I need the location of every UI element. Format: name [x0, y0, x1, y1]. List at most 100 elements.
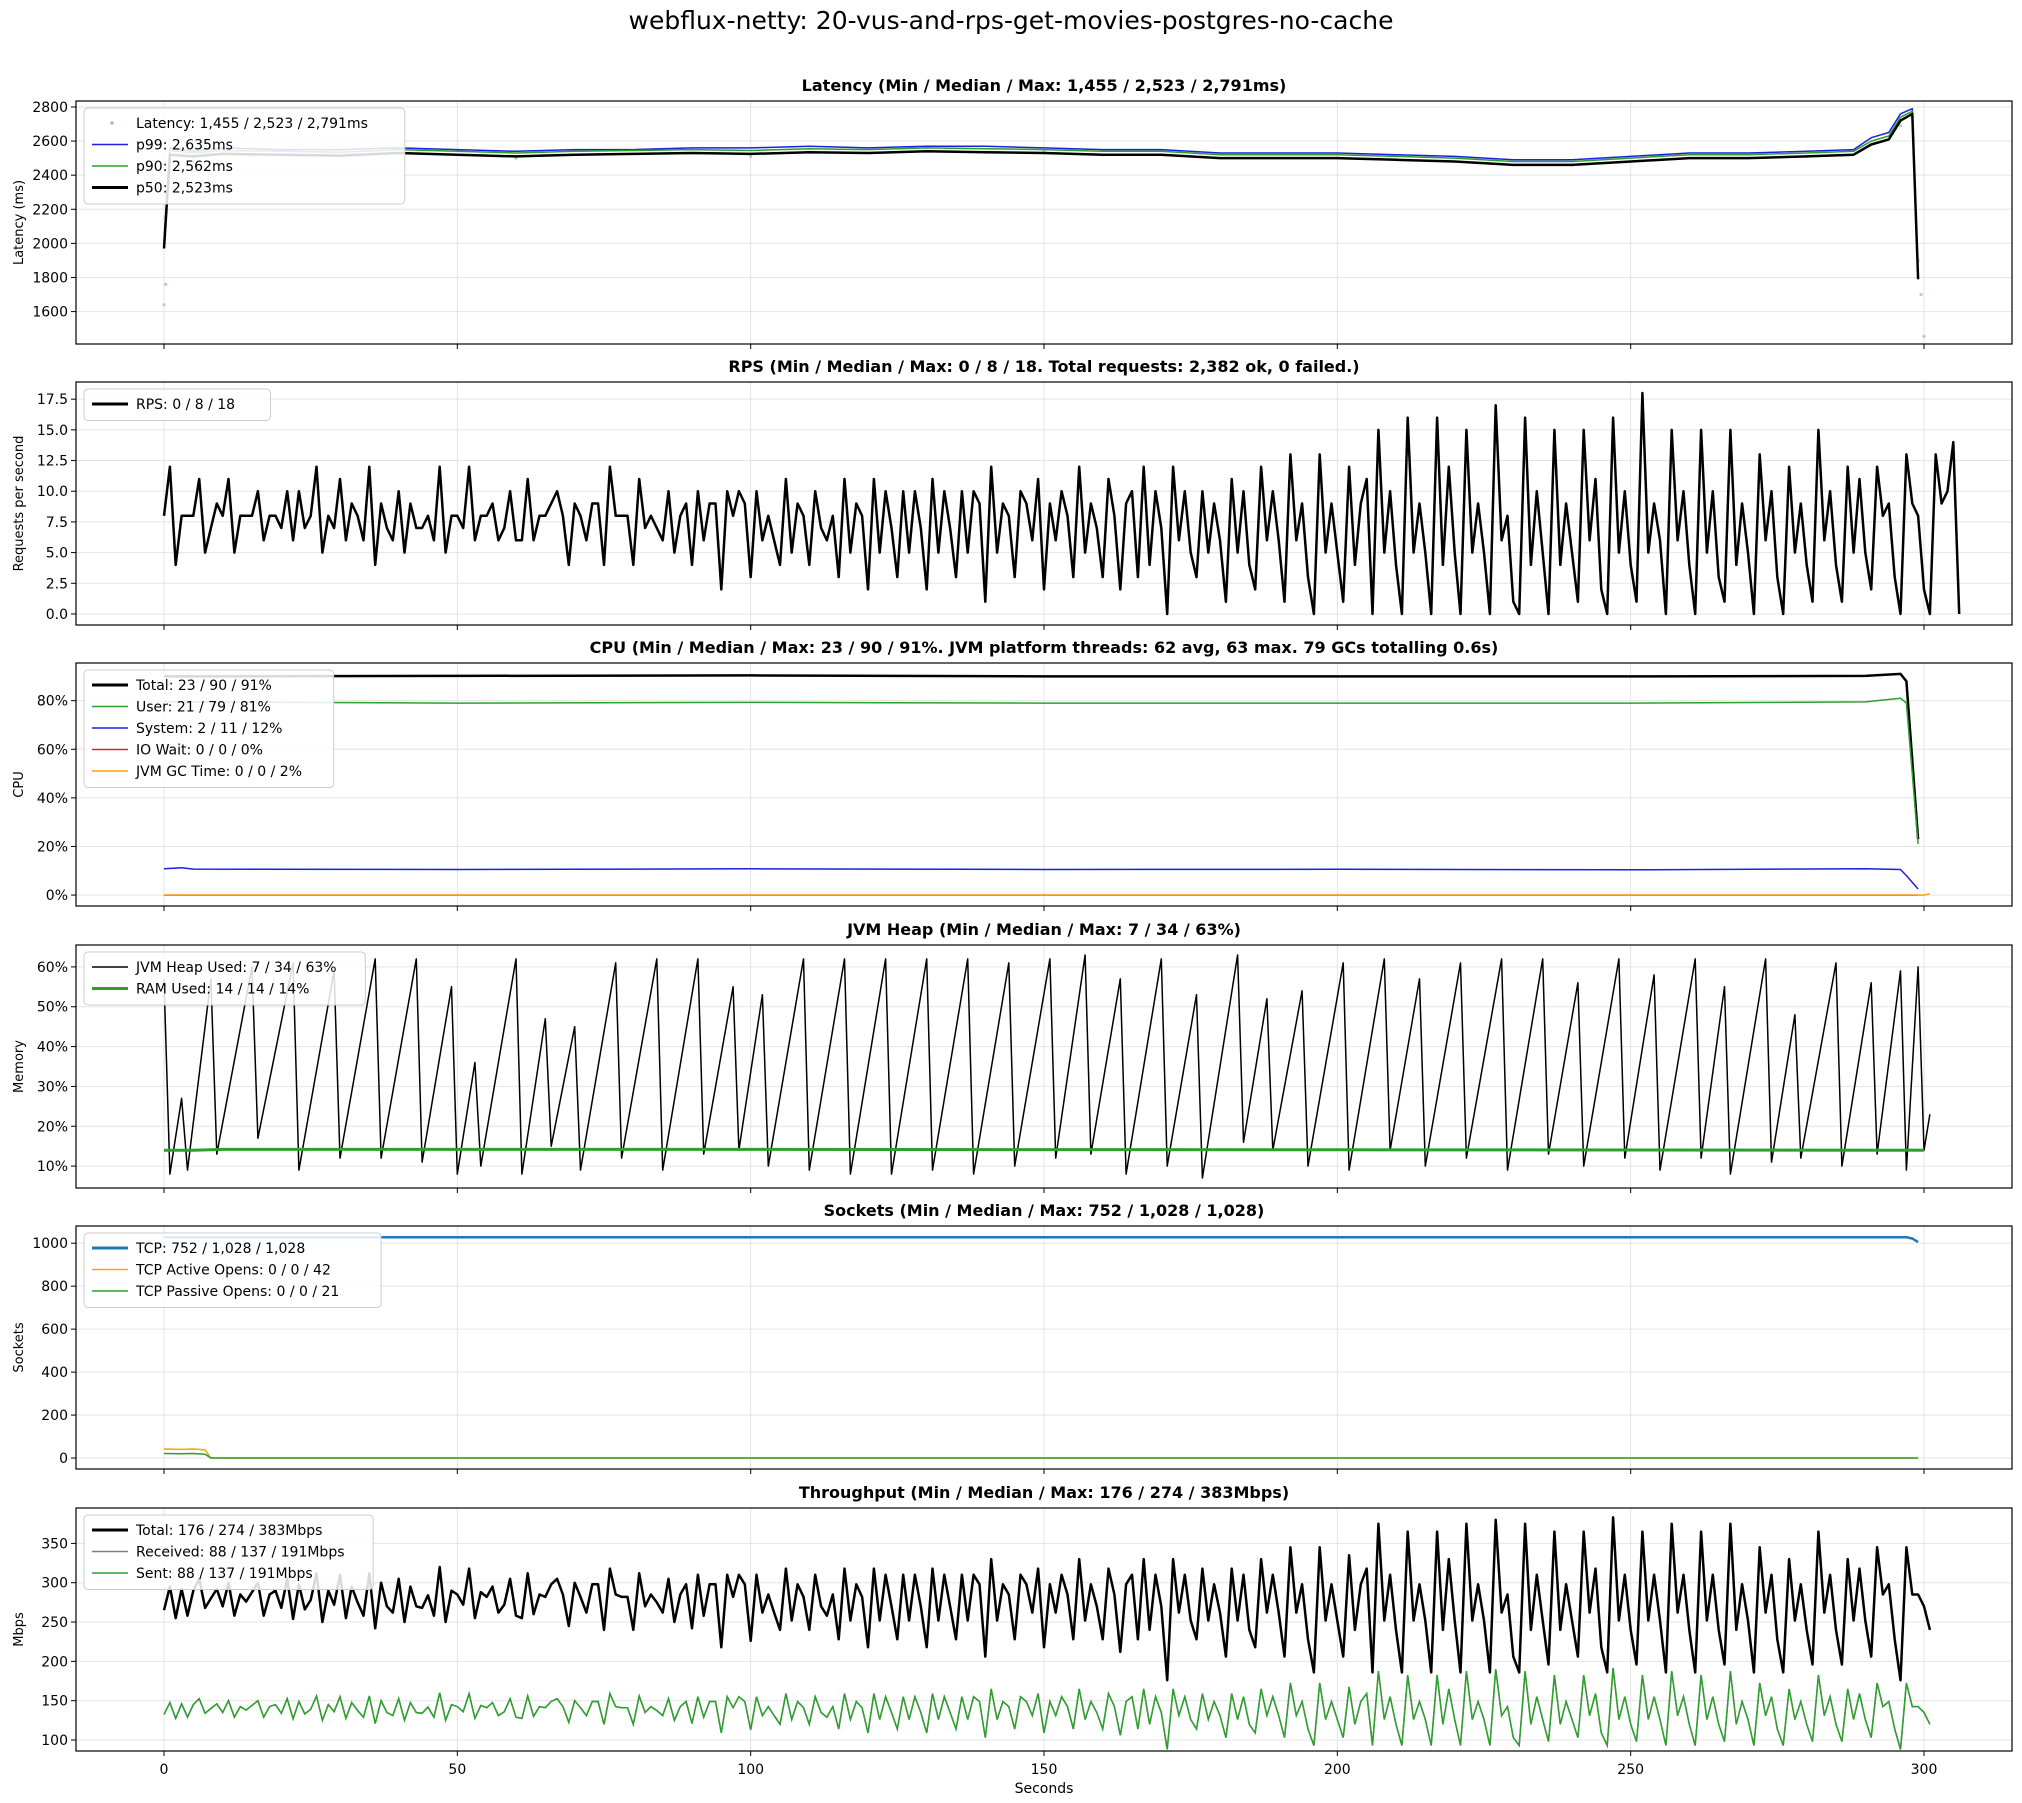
y-tick-label: 2200	[32, 202, 68, 218]
y-tick-label: 600	[41, 1322, 68, 1338]
series-group	[162, 391, 1961, 616]
y-tick-label: 2600	[32, 134, 68, 150]
y-tick-label: 0%	[46, 888, 68, 904]
series-group	[163, 1235, 1919, 1459]
x-tick-label: 150	[1031, 1762, 1058, 1778]
x-tick-label: 50	[448, 1762, 466, 1778]
y-tick-label: 20%	[37, 839, 68, 855]
chart-panel-sockets: 0 200 400 600 800 1000 Sockets (Min / Median /…	[12, 1201, 2013, 1474]
series-group	[163, 672, 1931, 896]
legend-label: Sent: 88 / 137 / 191Mbps	[136, 1566, 313, 1582]
legend-label: p50: 2,523ms	[136, 181, 233, 197]
y-tick-label: 1600	[32, 305, 68, 321]
y-tick-label: 20%	[37, 1119, 68, 1135]
y-tick-label: 200	[41, 1654, 68, 1670]
legend-label: Total: 23 / 90 / 91%	[135, 678, 272, 694]
y-tick-label: 1800	[32, 270, 68, 286]
series-line-user	[163, 697, 1919, 845]
series-line-tcp-active-opens	[163, 1448, 1919, 1459]
series-line-jvm-gc-time	[164, 893, 1931, 896]
x-axis-label: Seconds	[1015, 1781, 1074, 1797]
y-tick-label: 40%	[37, 791, 68, 807]
series-group	[163, 954, 1931, 1179]
legend-box	[83, 107, 406, 205]
y-tick-label: 17.5	[37, 392, 68, 408]
legend-label: System: 2 / 11 / 12%	[136, 721, 282, 737]
y-tick-label: 100	[41, 1733, 68, 1749]
legend-box	[83, 951, 366, 1006]
legend-label: User: 21 / 79 / 81%	[136, 700, 271, 716]
chart-panel-throughput: 100 150 200 250 300 350 Throughput (Min / Medi…	[12, 1483, 2013, 1797]
y-tick-label: 0.0	[46, 607, 68, 623]
series-group	[162, 1516, 1932, 1750]
series-line-tcp-passive-opens	[163, 1452, 1919, 1459]
panel-title: Throughput (Min / Median / Max: 176 / 27…	[799, 1483, 1289, 1502]
y-axis-label: Memory	[12, 1040, 27, 1093]
y-tick-label: 350	[41, 1536, 68, 1552]
legend-label: p99: 2,635ms	[136, 138, 233, 154]
y-tick-label: 2.5	[46, 576, 68, 592]
y-axis-label: Requests per second	[12, 436, 27, 572]
x-tick-label: 250	[1617, 1762, 1644, 1778]
legend-label: TCP Active Opens: 0 / 0 / 42	[135, 1263, 331, 1279]
x-tick-label: 200	[1324, 1762, 1351, 1778]
series-line-total	[163, 672, 1920, 840]
legend-box	[83, 1232, 382, 1308]
y-tick-label: 300	[41, 1576, 68, 1592]
series-line-total	[162, 1516, 1932, 1682]
scatter-point	[1898, 124, 1903, 128]
chart-panel-heap: 10% 20% 30% 40% 50% 60% JVM Heap (Min / Median…	[12, 920, 2013, 1193]
y-tick-label: 50%	[37, 1000, 68, 1016]
legend-label: Received: 88 / 137 / 191Mbps	[136, 1545, 345, 1561]
scatter-point	[162, 303, 166, 307]
x-tick-label: 0	[160, 1762, 169, 1778]
scatter-point	[749, 154, 753, 159]
y-tick-label: 7.5	[46, 515, 68, 531]
y-tick-label: 800	[41, 1279, 68, 1295]
y-axis-label: Latency (ms)	[12, 180, 27, 265]
page-title: webflux-netty: 20-vus-and-rps-get-movies…	[628, 6, 1394, 35]
legend-label: Total: 176 / 274 / 383Mbps	[135, 1523, 322, 1539]
y-tick-label: 15.0	[37, 423, 68, 439]
y-tick-label: 80%	[37, 694, 68, 710]
scatter-point	[164, 282, 168, 286]
panel-title: Sockets (Min / Median / Max: 752 / 1,028…	[824, 1201, 1265, 1220]
y-tick-label: 250	[41, 1615, 68, 1631]
y-tick-label: 2000	[32, 236, 68, 252]
legend-box	[83, 388, 271, 421]
y-axis-label: Sockets	[12, 1322, 27, 1373]
y-tick-label: 2800	[32, 100, 68, 116]
series-line-tcp	[164, 1235, 1919, 1244]
legend-label: TCP Passive Opens: 0 / 0 / 21	[135, 1284, 339, 1300]
series-line-rps	[162, 391, 1961, 616]
y-tick-label: 5.0	[46, 546, 68, 562]
y-axis-label: Mbps	[12, 1612, 27, 1647]
panel-title: CPU (Min / Median / Max: 23 / 90 / 91%. …	[590, 638, 1499, 657]
y-tick-label: 10.0	[37, 484, 68, 500]
y-tick-label: 2400	[32, 168, 68, 184]
y-tick-label: 12.5	[37, 454, 68, 470]
series-line-p99	[163, 107, 1919, 280]
legend-box	[83, 669, 335, 788]
y-tick-label: 60%	[37, 742, 68, 758]
series-line-jvm-heap-used	[163, 954, 1931, 1179]
y-tick-label: 0	[59, 1451, 68, 1467]
legend-label: RPS: 0 / 8 / 18	[136, 397, 235, 413]
y-axis-label: CPU	[12, 771, 27, 797]
panel-title: Latency (Min / Median / Max: 1,455 / 2,5…	[802, 76, 1287, 95]
legend-label: TCP: 752 / 1,028 / 1,028	[135, 1241, 305, 1257]
series-line-system	[163, 867, 1919, 890]
series-line-ram-used	[164, 1147, 1925, 1152]
x-tick-label: 100	[737, 1762, 764, 1778]
legend-label: p90: 2,562ms	[136, 159, 233, 175]
x-tick-label: 300	[1911, 1762, 1938, 1778]
chart-panel-latency: 1600 1800 2000 2200 2400 2600 2800 Latency (Min…	[12, 76, 2013, 349]
y-tick-label: 200	[41, 1408, 68, 1424]
series-line-p90	[163, 110, 1919, 280]
legend-box	[83, 1514, 374, 1590]
y-tick-label: 10%	[37, 1159, 68, 1175]
scatter-point	[1919, 292, 1923, 297]
legend-label: IO Wait: 0 / 0 / 0%	[136, 743, 263, 759]
legend-label: Latency: 1,455 / 2,523 / 2,791ms	[136, 116, 368, 132]
